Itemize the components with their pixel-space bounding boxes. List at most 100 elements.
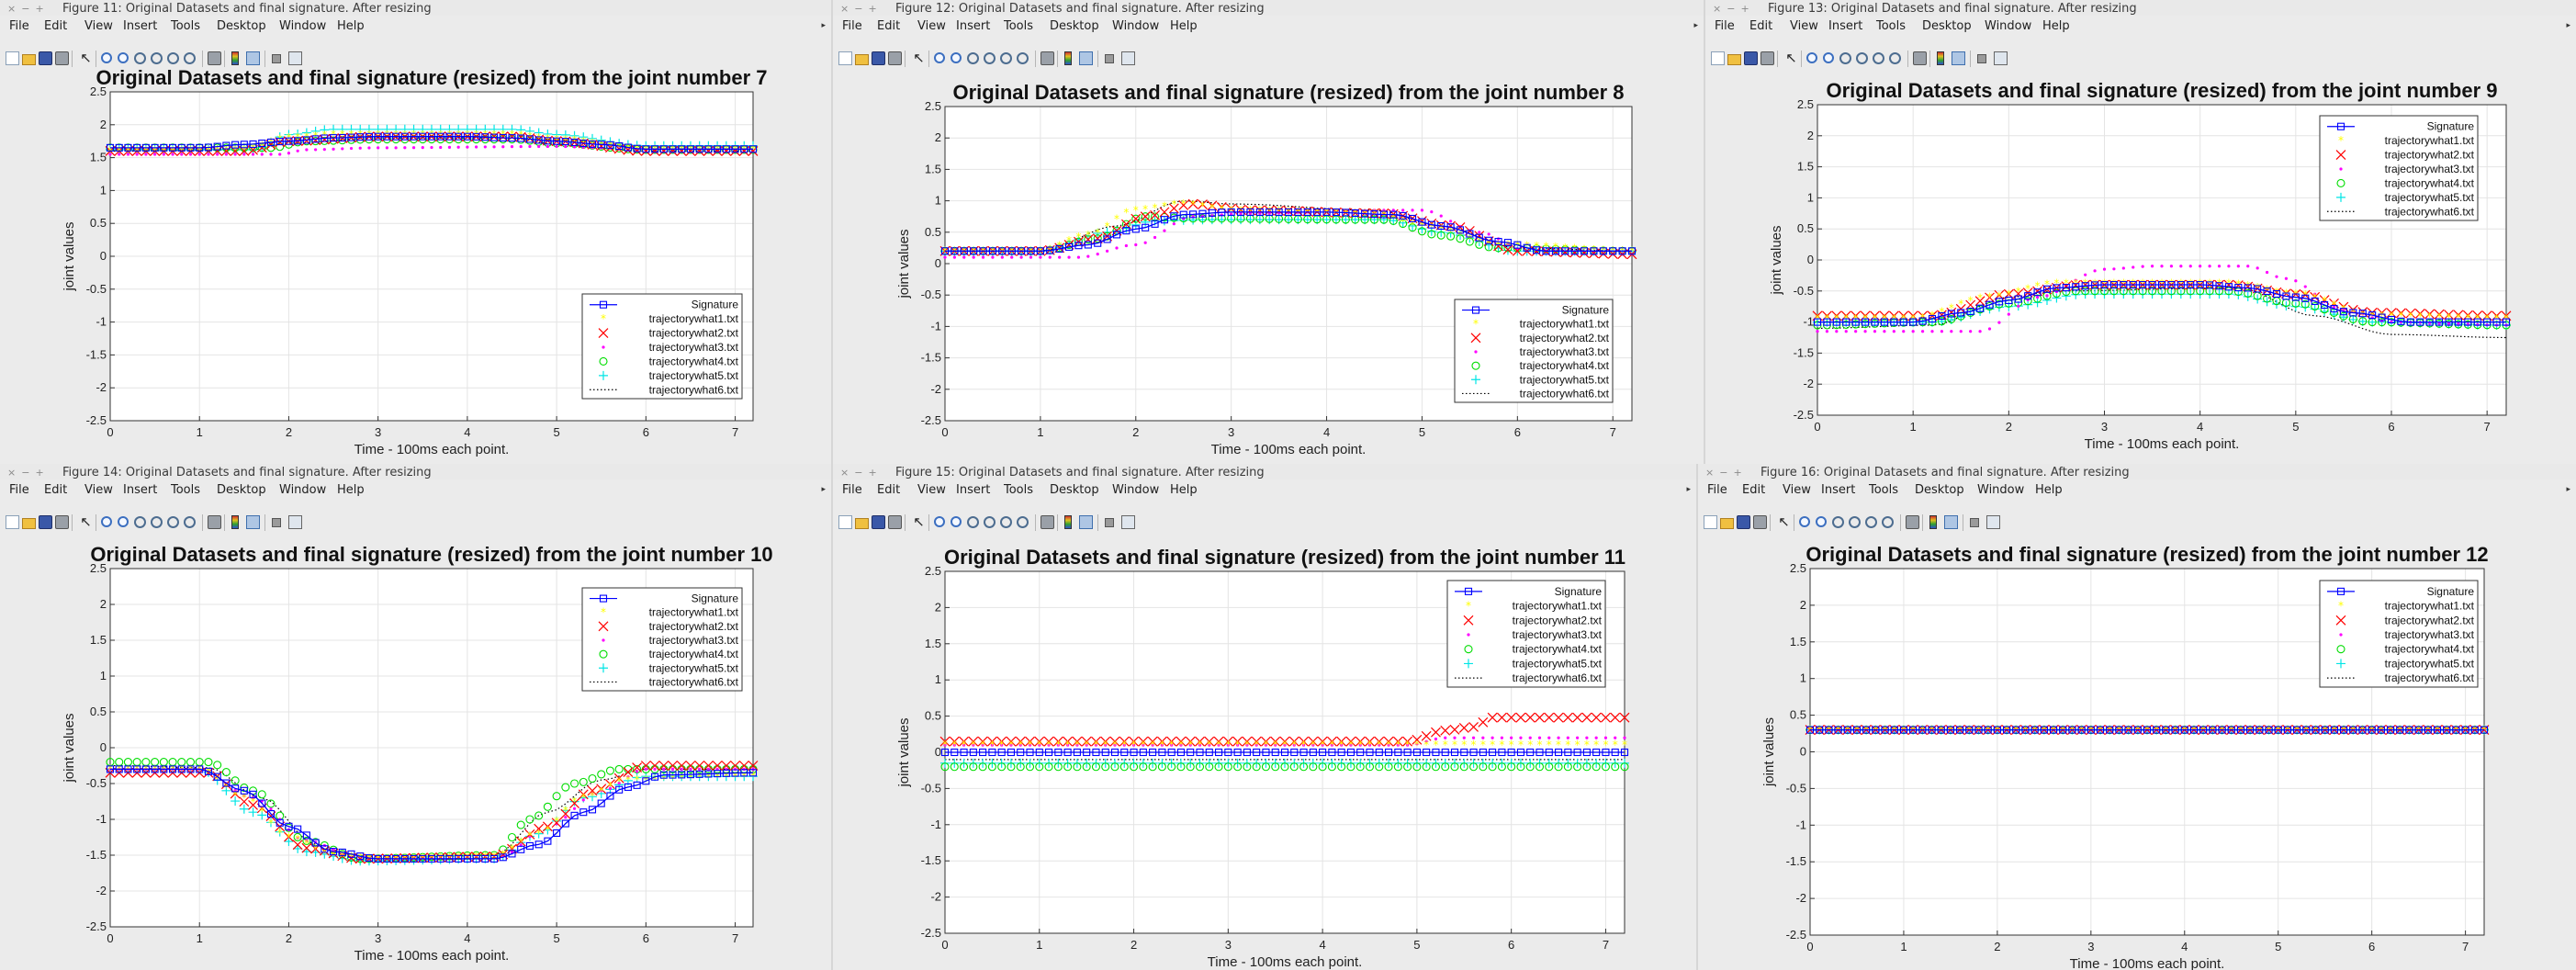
minimize-icon[interactable]: − — [21, 467, 36, 479]
print-icon[interactable] — [1041, 51, 1054, 65]
plot-area[interactable]: 0 1 2 3 4 5 6 72.521.510.50-0.5-1-1.5-2-2.5Time… — [833, 0, 1704, 464]
menu-overflow-icon[interactable]: ▸ — [1693, 21, 1698, 30]
menu-edit[interactable]: Edit — [877, 483, 901, 497]
zoom-icon[interactable] — [951, 516, 962, 527]
menu-view[interactable]: View — [917, 483, 946, 497]
minimize-icon[interactable]: − — [21, 3, 36, 15]
rotate-pan-icon[interactable] — [1832, 516, 1844, 528]
hide-tools-icon[interactable] — [1105, 518, 1114, 527]
open-folder-icon[interactable] — [22, 54, 36, 65]
new-figure-icon[interactable] — [1704, 515, 1717, 529]
legend-toggle-icon[interactable] — [1079, 515, 1093, 529]
menu-file[interactable]: File — [9, 19, 29, 33]
select-arrow-icon[interactable]: ↖ — [913, 50, 925, 66]
menu-window[interactable]: Window — [1977, 483, 2025, 497]
menu-tools[interactable]: Tools — [1004, 483, 1034, 497]
rotate-pan-icon[interactable] — [1017, 516, 1029, 528]
menu-help[interactable]: Help — [1170, 483, 1198, 497]
print-icon[interactable] — [55, 515, 69, 529]
hide-tools-icon[interactable] — [272, 518, 281, 527]
print-icon[interactable] — [208, 51, 221, 65]
print-icon[interactable] — [55, 51, 69, 65]
open-folder-icon[interactable] — [1727, 54, 1741, 65]
menu-help[interactable]: Help — [1170, 19, 1198, 33]
menu-tools[interactable]: Tools — [171, 483, 201, 497]
maximize-icon[interactable]: + — [35, 467, 50, 479]
rotate-pan-icon[interactable] — [1889, 52, 1901, 64]
open-folder-icon[interactable] — [22, 518, 36, 529]
menu-desktop[interactable]: Desktop — [217, 19, 266, 33]
plot-tools-icon[interactable] — [1994, 51, 2008, 65]
menu-tools[interactable]: Tools — [1876, 19, 1907, 33]
new-figure-icon[interactable] — [1711, 51, 1725, 65]
rotate-pan-icon[interactable] — [167, 516, 179, 528]
zoom-icon[interactable] — [934, 516, 945, 527]
select-arrow-icon[interactable]: ↖ — [80, 50, 92, 66]
menu-insert[interactable]: Insert — [123, 19, 158, 33]
plot-tools-icon[interactable] — [1986, 515, 2000, 529]
menu-view[interactable]: View — [1783, 483, 1811, 497]
menu-window[interactable]: Window — [1112, 483, 1160, 497]
print-icon[interactable] — [1906, 515, 1919, 529]
colorbar-icon[interactable] — [1064, 51, 1072, 65]
menu-file[interactable]: File — [1715, 19, 1735, 33]
zoom-icon[interactable] — [1806, 52, 1817, 63]
new-figure-icon[interactable] — [838, 51, 852, 65]
minimize-icon[interactable]: − — [1727, 3, 1741, 15]
figure-window[interactable]: ×−+ Figure 14: Original Datasets and fina… — [0, 464, 831, 970]
save-icon[interactable] — [872, 515, 885, 529]
zoom-icon[interactable] — [1799, 516, 1810, 527]
menu-overflow-icon[interactable]: ▸ — [2566, 485, 2570, 494]
legend[interactable]: Signature* trajectorywhat1.txttrajectoryw… — [1446, 580, 1606, 688]
menu-view[interactable]: View — [84, 483, 113, 497]
legend-toggle-icon[interactable] — [246, 51, 260, 65]
rotate-pan-icon[interactable] — [1873, 52, 1884, 64]
menu-insert[interactable]: Insert — [1828, 19, 1863, 33]
zoom-icon[interactable] — [951, 52, 962, 63]
plot-tools-icon[interactable] — [288, 515, 302, 529]
maximize-icon[interactable]: + — [1740, 3, 1755, 15]
legend[interactable]: Signature* trajectorywhat1.txttrajectoryw… — [2319, 580, 2479, 688]
zoom-icon[interactable] — [118, 52, 129, 63]
rotate-pan-icon[interactable] — [1849, 516, 1861, 528]
rotate-pan-icon[interactable] — [1865, 516, 1877, 528]
rotate-pan-icon[interactable] — [1017, 52, 1029, 64]
colorbar-icon[interactable] — [231, 51, 239, 65]
menu-help[interactable]: Help — [337, 483, 365, 497]
menu-desktop[interactable]: Desktop — [1050, 19, 1099, 33]
zoom-icon[interactable] — [118, 516, 129, 527]
figure-window[interactable]: ×−+ Figure 11: Original Datasets and fina… — [0, 0, 831, 464]
window-titlebar[interactable]: ×−+ Figure 13: Original Datasets and fina… — [1705, 0, 2576, 16]
menu-view[interactable]: View — [1790, 19, 1818, 33]
menu-help[interactable]: Help — [2042, 19, 2070, 33]
print-icon[interactable] — [888, 51, 902, 65]
minimize-icon[interactable]: − — [854, 467, 869, 479]
rotate-pan-icon[interactable] — [151, 52, 163, 64]
menu-view[interactable]: View — [917, 19, 946, 33]
print-icon[interactable] — [1753, 515, 1767, 529]
menu-window[interactable]: Window — [279, 483, 327, 497]
plot-tools-icon[interactable] — [1121, 515, 1135, 529]
hide-tools-icon[interactable] — [272, 54, 281, 63]
plot-area[interactable]: 0 1 2 3 4 5 6 72.521.510.50-0.5-1-1.5-2-2.5Time… — [833, 464, 1696, 970]
rotate-pan-icon[interactable] — [984, 52, 996, 64]
legend-toggle-icon[interactable] — [1944, 515, 1958, 529]
window-titlebar[interactable]: ×−+ Figure 15: Original Datasets and fina… — [833, 464, 1696, 479]
menu-help[interactable]: Help — [2035, 483, 2063, 497]
menu-tools[interactable]: Tools — [1869, 483, 1899, 497]
open-folder-icon[interactable] — [855, 54, 869, 65]
menu-help[interactable]: Help — [337, 19, 365, 33]
menu-insert[interactable]: Insert — [956, 483, 991, 497]
rotate-pan-icon[interactable] — [984, 516, 996, 528]
plot-area[interactable]: 0 1 2 3 4 5 6 72.521.510.50-0.5-1-1.5-2-2.5Time… — [1705, 0, 2576, 464]
figure-window[interactable]: ×−+ Figure 12: Original Datasets and fina… — [833, 0, 1704, 464]
figure-window[interactable]: ×−+ Figure 13: Original Datasets and fina… — [1705, 0, 2576, 464]
menu-insert[interactable]: Insert — [123, 483, 158, 497]
rotate-pan-icon[interactable] — [134, 516, 146, 528]
print-icon[interactable] — [1760, 51, 1774, 65]
minimize-icon[interactable]: − — [854, 3, 869, 15]
menu-edit[interactable]: Edit — [44, 483, 68, 497]
print-icon[interactable] — [1913, 51, 1927, 65]
menu-window[interactable]: Window — [1985, 19, 2032, 33]
menu-file[interactable]: File — [1707, 483, 1727, 497]
